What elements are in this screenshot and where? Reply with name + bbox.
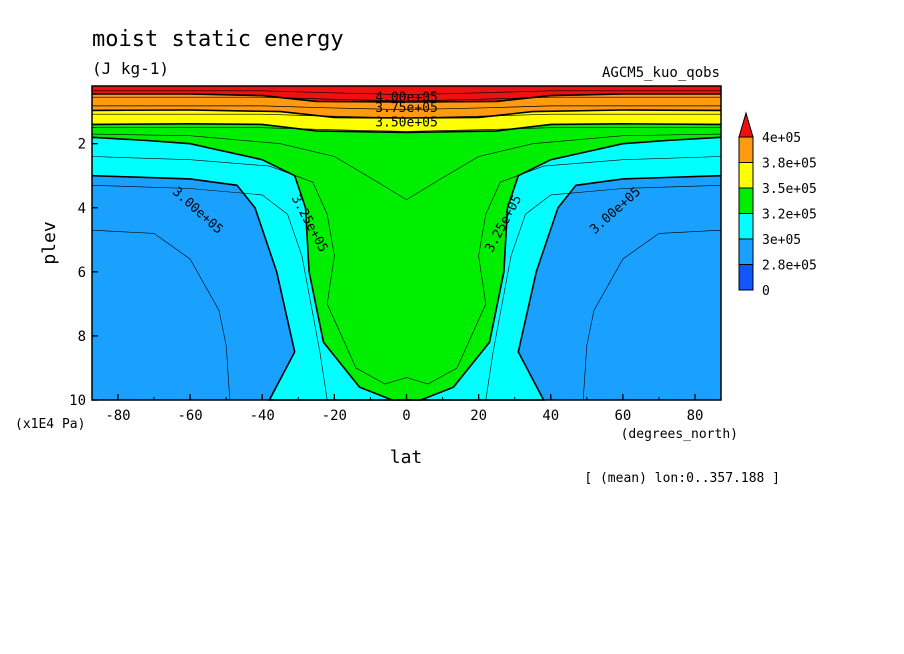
y-axis: 2 4 6 8 10 [69, 137, 98, 409]
footnote: [ (mean) lon:0..357.188 ] [584, 471, 780, 486]
contour-thin-upper [92, 90, 721, 96]
contour-thin-polar [91, 229, 231, 401]
colorbar-swatch-top [738, 111, 754, 138]
colorbar-label: 3.8e+05 [762, 157, 817, 172]
colorbar-label: 0 [762, 284, 770, 299]
chart-subtitle: (J kg-1) [92, 59, 169, 78]
colorbar: 4e+05 3.8e+05 3.5e+05 3.2e+05 3e+05 2.8e+05 0 [738, 111, 817, 299]
y-tick-label: 8 [78, 329, 86, 345]
colorbar-swatch [738, 162, 754, 189]
contour-thin-upper [92, 127, 721, 132]
contour-thin-polar [582, 229, 722, 401]
colorbar-label: 3.5e+05 [762, 182, 817, 197]
x-axis-unit: (degrees_north) [621, 427, 738, 442]
colorbar-label: 2.8e+05 [762, 259, 817, 274]
colorbar-swatch [738, 238, 754, 265]
colorbar-swatch [738, 187, 754, 214]
x-tick-label: 20 [470, 408, 487, 424]
colorbar-swatch [738, 136, 754, 163]
colorbar-label: 3e+05 [762, 233, 801, 248]
colorbar-swatch [738, 213, 754, 240]
chart-title: moist static energy [92, 27, 344, 52]
x-axis: -80 -60 -40 -20 0 20 40 60 80 [105, 394, 703, 424]
x-tick-label: 60 [614, 408, 631, 424]
x-tick-label: 0 [402, 408, 410, 424]
x-tick-label: -40 [250, 408, 275, 424]
band-4e+05 [92, 86, 721, 102]
contour-thin-3.375e+05 [91, 133, 722, 201]
x-tick-label: 80 [687, 408, 704, 424]
contour-thin-upper [92, 113, 721, 119]
colorbar-label: 4e+05 [762, 131, 801, 146]
experiment-label: AGCM5_kuo_qobs [602, 65, 720, 81]
contour-3.50e+05 [91, 122, 722, 134]
contour-label: 4.00e+05 [375, 91, 438, 106]
contour-4.00e+05 [92, 93, 721, 103]
x-tick-label: 40 [542, 408, 559, 424]
y-tick-label: 6 [78, 265, 86, 281]
x-tick-label: -60 [177, 408, 202, 424]
colorbar-swatch [738, 264, 754, 291]
contour-thin-3.125e+05 [91, 156, 722, 385]
y-tick-label: 4 [78, 201, 86, 217]
y-tick-label: 10 [69, 393, 86, 409]
x-tick-label: -20 [322, 408, 347, 424]
contour-thin-upper [92, 96, 721, 102]
y-axis-unit: (x1E4 Pa) [15, 417, 85, 432]
band-3.2e+05 [92, 86, 721, 400]
x-tick-label: -80 [105, 408, 130, 424]
contour-thin-upper [92, 105, 721, 111]
contour-label: 3.75e+05 [375, 101, 438, 116]
contour-label: 3.50e+05 [375, 115, 438, 130]
colorbar-label: 3.2e+05 [762, 208, 817, 223]
x-axis-label: lat [390, 447, 423, 468]
y-axis-label: plev [39, 221, 60, 264]
y-tick-label: 2 [78, 137, 86, 153]
